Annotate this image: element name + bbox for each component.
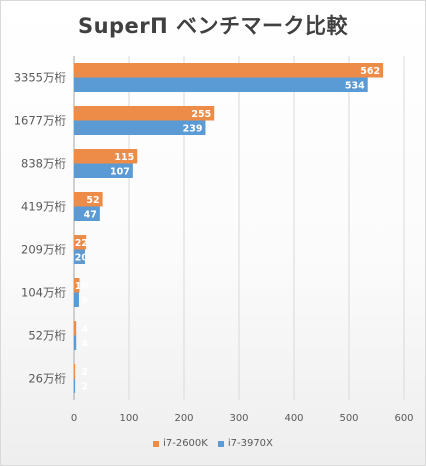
y-tick-label: 838万桁: [21, 157, 66, 171]
bar-series-1: [74, 335, 77, 350]
data-label-series-0: 52: [86, 195, 99, 206]
bar-series-0: [74, 106, 215, 121]
x-tick-label: 400: [284, 413, 303, 424]
chart-title: SuperΠ ベンチマーク比較: [77, 14, 349, 38]
bar-series-1: [74, 77, 368, 92]
data-label-series-0: 115: [114, 152, 134, 163]
y-tick-label: 209万桁: [21, 243, 66, 257]
data-label-series-0: 10: [75, 281, 89, 292]
data-label-series-1: 107: [110, 166, 130, 177]
data-label-series-0: 4: [81, 324, 88, 335]
bar-series-0: [74, 321, 77, 336]
legend-swatch-series-1: [217, 440, 224, 447]
bar-series-0: [74, 192, 103, 207]
data-label-series-0: 22: [75, 238, 88, 249]
legend-swatch-series-0: [153, 440, 160, 447]
legend: i7-2600K i7-3970X: [0, 438, 426, 449]
bar-series-1: [74, 163, 133, 178]
bar-series-0: [74, 63, 384, 78]
x-tick-label: 100: [119, 413, 138, 424]
bar-series-0: [74, 278, 80, 293]
data-label-series-1: 20: [75, 252, 89, 263]
x-tick-label: 500: [339, 413, 358, 424]
y-tick-label: 1677万桁: [14, 114, 67, 128]
bar-series-1: [74, 206, 100, 221]
legend-label-series-1: i7-3970X: [227, 438, 273, 449]
x-tick-label: 0: [71, 413, 77, 424]
data-label-series-1: 4: [81, 338, 88, 349]
bar-series-1: [74, 292, 79, 307]
x-tick-label: 300: [229, 413, 248, 424]
data-label-series-0: 2: [81, 367, 88, 378]
data-label-series-0: 562: [360, 66, 380, 77]
y-tick-label: 52万桁: [28, 329, 66, 343]
bar-series-1: [74, 120, 206, 135]
legend-item-series-0: i7-2600K: [153, 438, 208, 449]
data-label-series-1: 2: [81, 381, 88, 392]
data-label-series-1: 239: [183, 123, 203, 134]
y-tick-label: 3355万桁: [14, 71, 67, 85]
data-label-series-1: 534: [345, 80, 365, 91]
bar-series-0: [74, 364, 76, 379]
legend-item-series-1: i7-3970X: [217, 438, 273, 449]
x-tick-label: 200: [174, 413, 193, 424]
x-tick-label: 600: [394, 413, 413, 424]
y-tick-label: 104万桁: [21, 286, 66, 300]
bar-series-1: [74, 378, 76, 393]
data-label-series-1: 47: [84, 209, 97, 220]
y-tick-label: 26万桁: [28, 372, 66, 386]
y-tick-label: 419万桁: [21, 200, 66, 214]
bar-series-1: [74, 249, 85, 264]
bar-series-0: [74, 235, 87, 250]
legend-label-series-0: i7-2600K: [163, 438, 208, 449]
data-label-series-0: 255: [191, 109, 211, 120]
bar-series-0: [74, 149, 138, 164]
data-label-series-1: 9: [81, 295, 88, 306]
